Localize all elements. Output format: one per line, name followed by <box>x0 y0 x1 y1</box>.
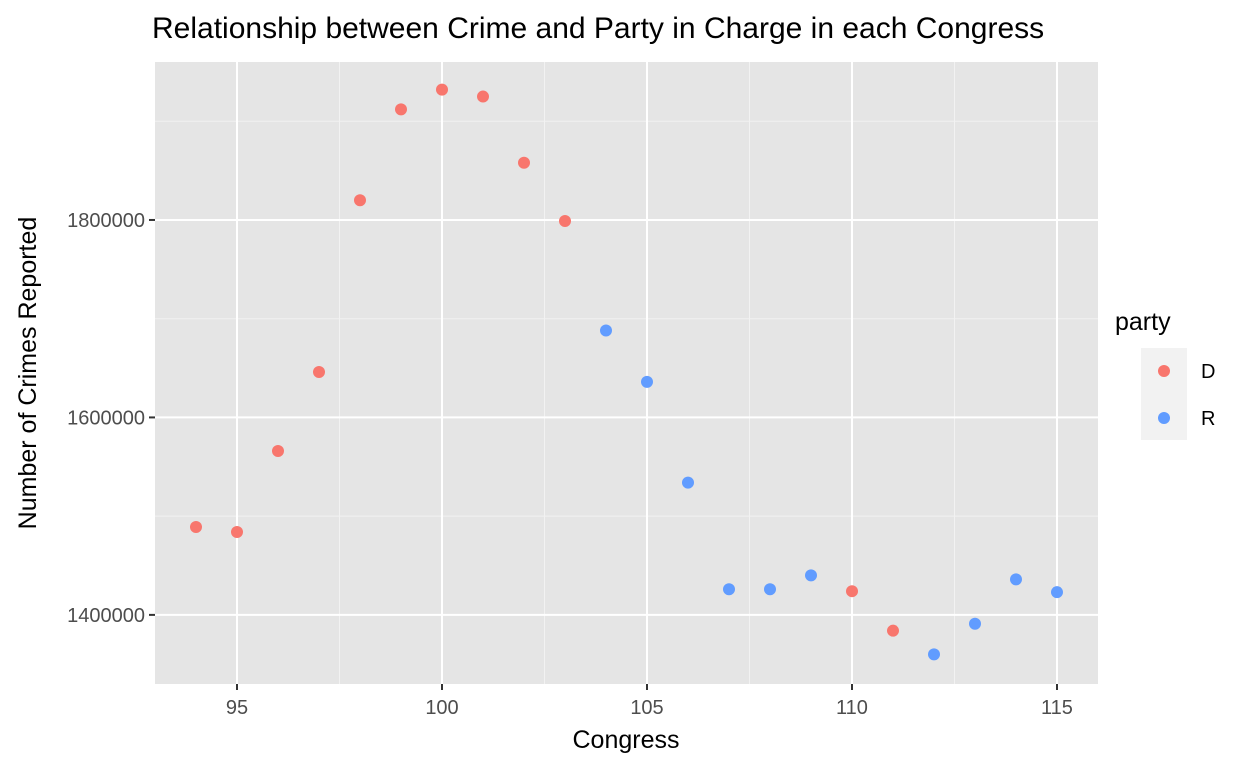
data-point-r <box>969 617 981 630</box>
data-point-r <box>1051 586 1063 599</box>
legend-key-r <box>1158 412 1170 424</box>
x-tick-label: 115 <box>1041 697 1073 719</box>
legend: party D R <box>1115 308 1215 440</box>
legend-key-d <box>1158 365 1170 377</box>
data-point-d <box>313 366 325 379</box>
y-tick-label: 1600000 <box>67 407 145 429</box>
legend-label-d: D <box>1201 361 1215 383</box>
data-point-d <box>887 624 899 637</box>
legend-label-r: R <box>1201 408 1215 430</box>
y-axis-title: Number of Crimes Reported <box>14 217 42 530</box>
legend-title: party <box>1115 308 1171 336</box>
data-point-r <box>641 375 653 388</box>
x-tick-label: 110 <box>836 697 868 719</box>
x-tick-label: 100 <box>425 697 458 719</box>
data-point-d <box>559 214 571 227</box>
y-axis-ticks: 1400000 1600000 1800000 <box>67 210 155 627</box>
data-point-r <box>764 583 776 596</box>
data-point-d <box>272 444 284 457</box>
y-tick-label: 1800000 <box>67 210 145 232</box>
legend-key-background <box>1141 348 1187 440</box>
data-point-d <box>477 90 489 103</box>
data-point-r <box>682 476 694 489</box>
data-point-r <box>1010 573 1022 586</box>
data-point-r <box>805 569 817 582</box>
data-point-r <box>723 583 735 596</box>
chart-title: Relationship between Crime and Party in … <box>152 12 1044 45</box>
data-point-d <box>231 525 243 538</box>
data-point-d <box>846 585 858 598</box>
grid-major-lines <box>155 62 1098 684</box>
data-point-d <box>436 83 448 96</box>
data-point-d <box>354 194 366 207</box>
x-tick-label: 95 <box>226 697 248 719</box>
data-point-r <box>928 648 940 661</box>
x-axis-ticks: 95 100 105 110 115 <box>226 684 1073 719</box>
x-axis-title: Congress <box>573 726 680 754</box>
data-point-d <box>190 521 202 534</box>
y-tick-label: 1400000 <box>67 605 145 627</box>
data-point-d <box>518 156 530 169</box>
grid-minor-lines <box>155 62 1098 684</box>
data-point-d <box>395 103 407 116</box>
plot-panel <box>155 62 1098 684</box>
data-point-r <box>600 324 612 337</box>
x-tick-label: 105 <box>630 697 663 719</box>
data-points <box>190 83 1063 661</box>
